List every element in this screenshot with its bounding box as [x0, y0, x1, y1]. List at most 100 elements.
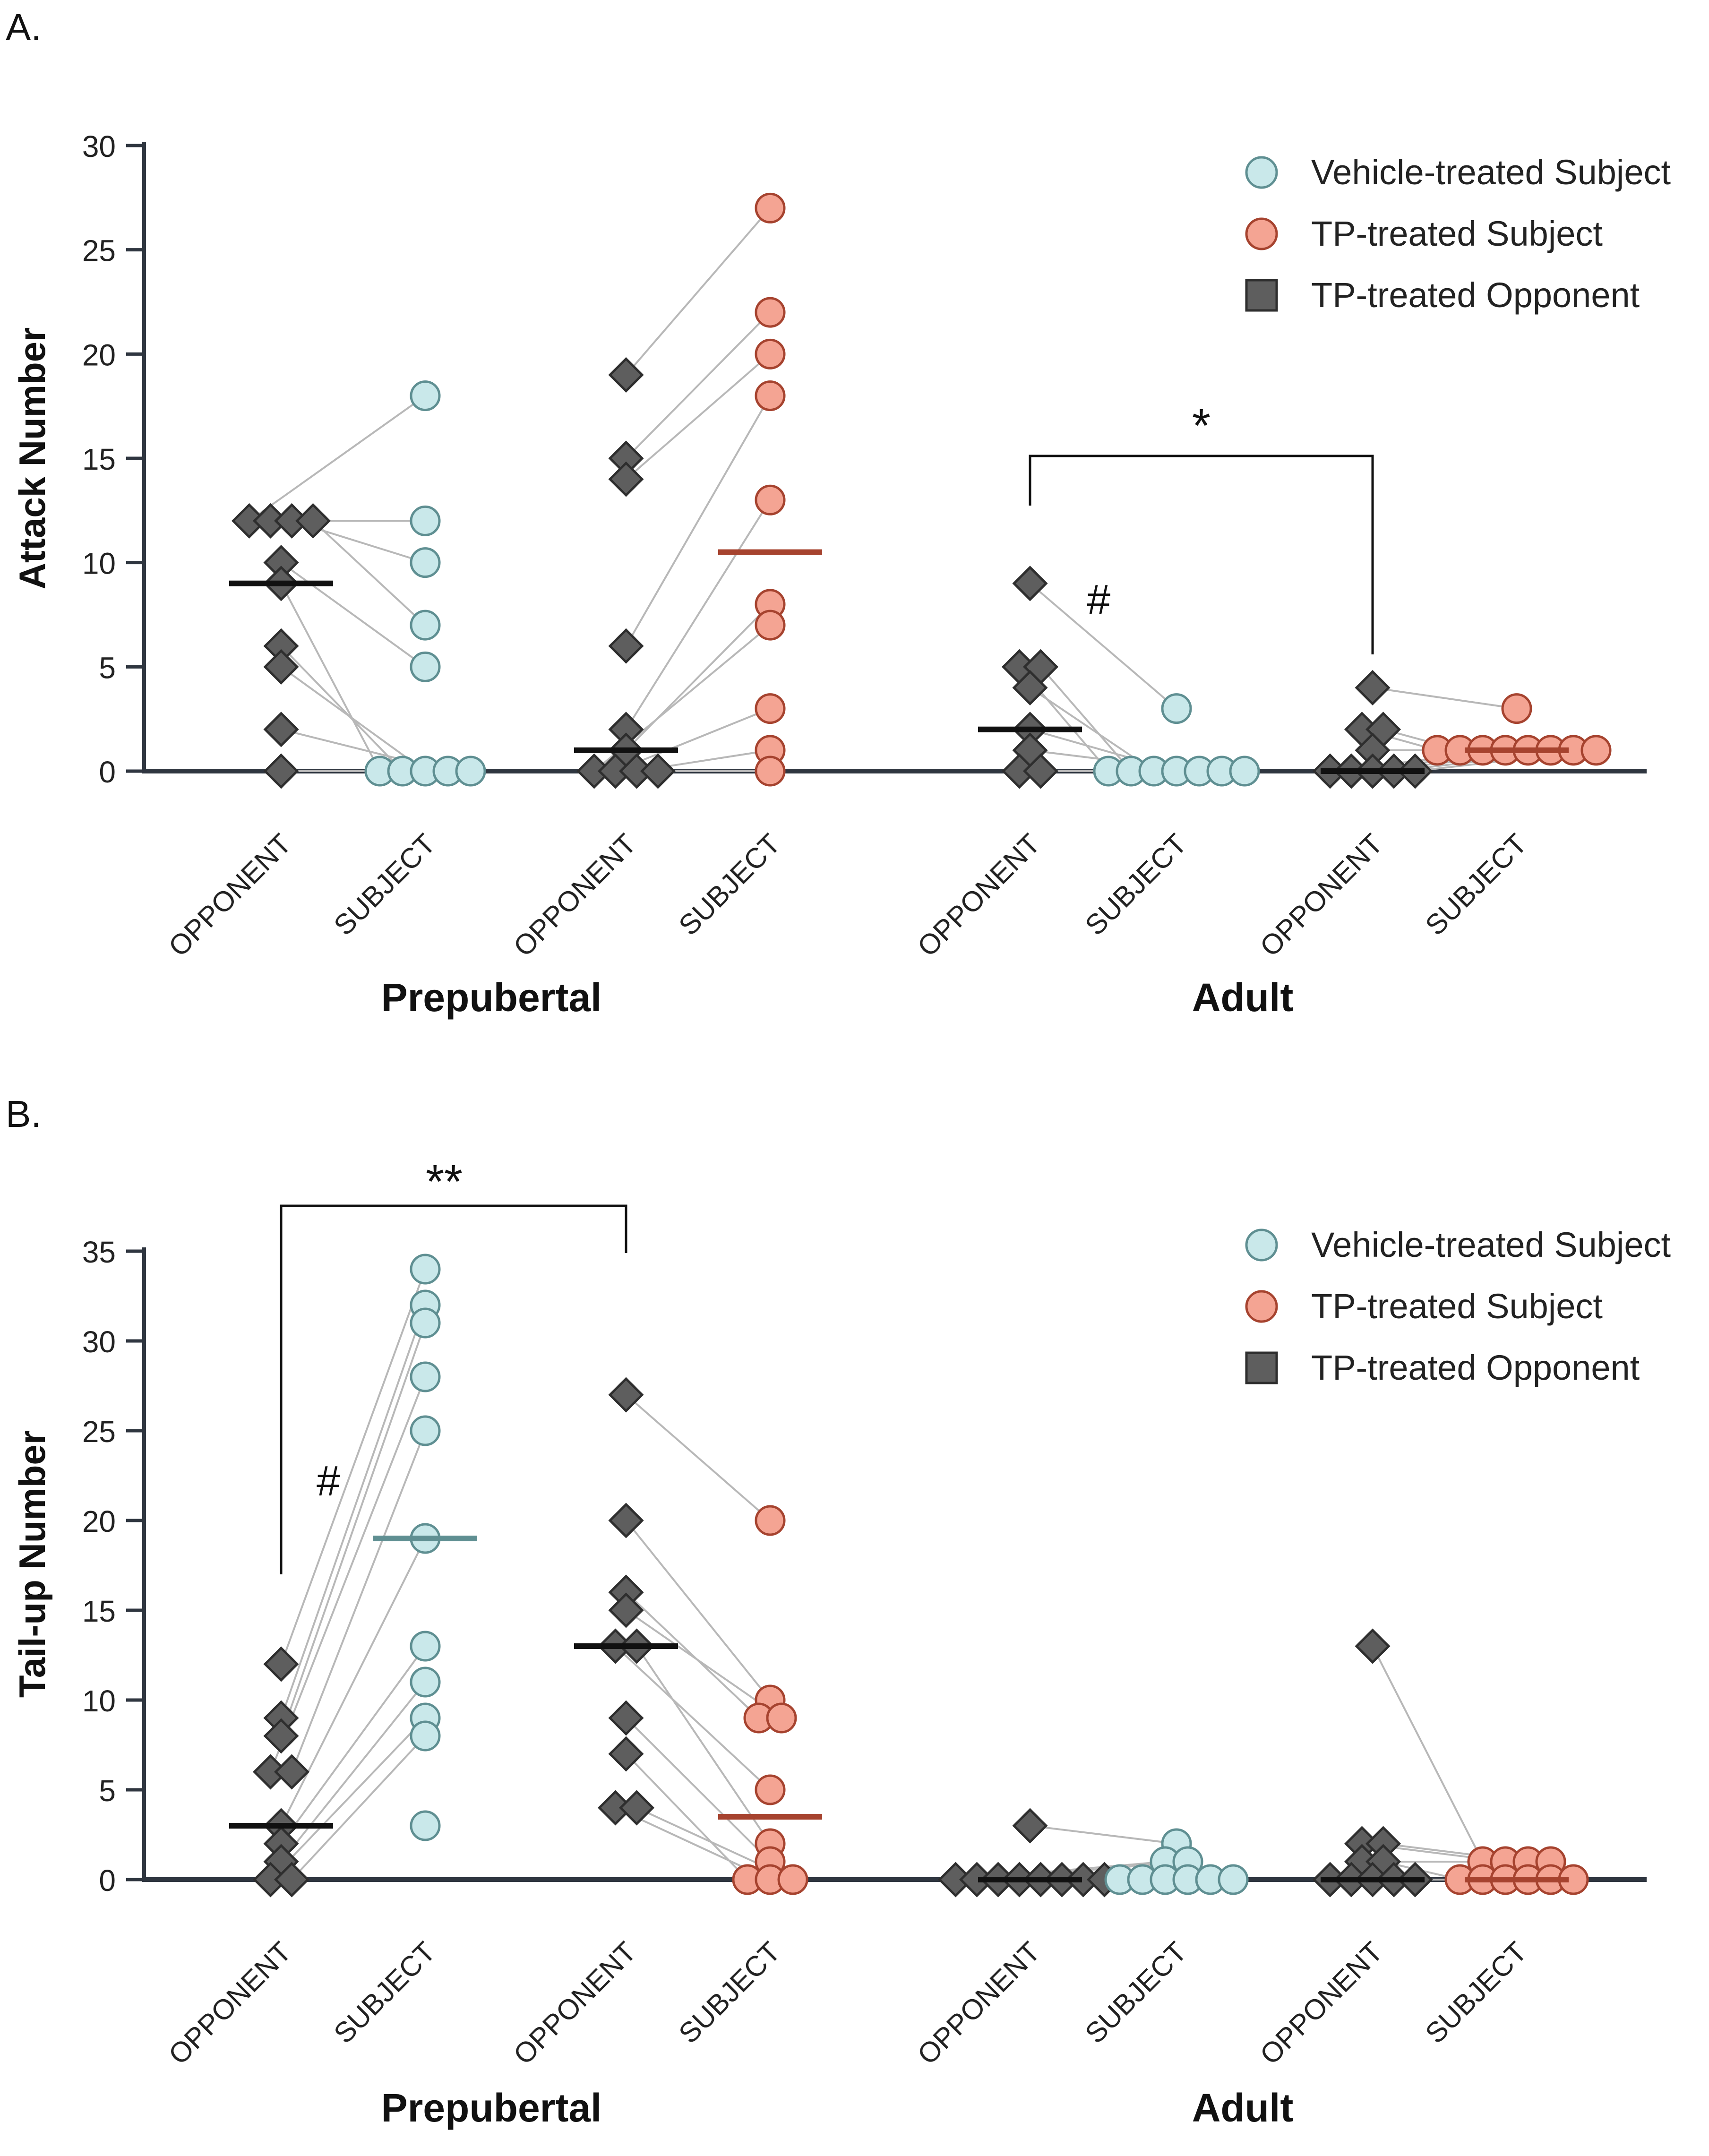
y-tick-label: 20 — [82, 1504, 116, 1538]
subject-point — [410, 1307, 441, 1339]
subject-point — [410, 1666, 441, 1698]
y-tick-label: 10 — [82, 1684, 116, 1718]
legend-label: TP-treated Subject — [1311, 1287, 1603, 1326]
subject-point — [410, 1631, 441, 1662]
pair-line — [291, 1735, 426, 1881]
pair-line — [636, 1645, 771, 1845]
subject-point — [410, 1720, 441, 1752]
opponent-point — [1012, 670, 1048, 706]
pair-line — [625, 1520, 771, 1701]
pair-line — [625, 499, 771, 730]
y-tick-label: 0 — [99, 1864, 116, 1898]
pair-line — [291, 1430, 426, 1772]
pair-line — [625, 395, 771, 647]
opponent-point — [608, 357, 644, 393]
subject-point — [410, 505, 441, 536]
pair-line — [625, 207, 771, 376]
group-label: Prepubertal — [381, 2086, 602, 2130]
y-tick-label: 25 — [82, 1415, 116, 1449]
opponent-point — [263, 753, 299, 789]
y-tick-label: 10 — [82, 547, 116, 581]
subject-point — [755, 338, 786, 369]
category-label: SUBJECT — [1079, 1936, 1193, 2050]
y-tick-label: 25 — [82, 234, 116, 268]
significance-bracket — [1029, 455, 1374, 654]
pair-line — [270, 1717, 426, 1881]
category-label: OPPONENT — [163, 828, 297, 962]
pair-line — [312, 520, 426, 626]
pair-line — [625, 603, 771, 751]
y-tick-label: 15 — [82, 1594, 116, 1628]
group-label: Adult — [1192, 2086, 1294, 2130]
opponent-point — [1012, 566, 1048, 601]
legend-label: Vehicle-treated Subject — [1311, 1225, 1671, 1264]
category-label: OPPONENT — [163, 1936, 297, 2070]
opponent-point — [608, 628, 644, 664]
pair-line — [280, 666, 426, 772]
opponent-point — [608, 1592, 644, 1628]
pair-line — [625, 353, 771, 480]
y-axis-title: Tail-up Number — [11, 1430, 53, 1698]
opponent-point — [295, 503, 331, 539]
pair-line — [269, 1376, 426, 1772]
opponent-point — [608, 1736, 644, 1772]
legend-marker-circle — [1245, 156, 1278, 189]
pair-line — [625, 311, 771, 459]
subject-point — [455, 756, 486, 787]
pair-line — [1029, 583, 1177, 710]
category-label: OPPONENT — [911, 828, 1046, 962]
group-label: Adult — [1192, 975, 1294, 1020]
pair-line — [280, 583, 381, 772]
y-tick-label: 0 — [99, 755, 116, 789]
subject-point — [755, 297, 786, 328]
hash-marker: # — [317, 1458, 340, 1505]
category-label: OPPONENT — [911, 1936, 1046, 2070]
subject-point — [755, 693, 786, 724]
y-tick-label: 30 — [82, 129, 116, 163]
pair-line — [280, 1681, 426, 1863]
subject-point — [410, 1254, 441, 1285]
opponent-point — [608, 1377, 644, 1413]
subject-point — [755, 192, 786, 223]
significance-star: * — [1192, 399, 1211, 452]
category-label: SUBJECT — [673, 1936, 787, 2050]
subject-point — [410, 1810, 441, 1841]
subject-point — [410, 380, 441, 412]
hash-marker: # — [1087, 576, 1110, 624]
opponent-point — [263, 712, 299, 747]
opponent-point — [618, 1790, 655, 1826]
panel-a-chart: A. 0 5 10 15 20 25 30 Attack Number OPPONENT SUBJE… — [6, 6, 1671, 1020]
y-tick-label: 5 — [99, 1774, 116, 1808]
category-label: SUBJECT — [1419, 828, 1533, 942]
opponent-point — [1355, 670, 1391, 706]
opponent-point — [263, 649, 299, 685]
subject-point — [755, 380, 786, 412]
pair-line — [1039, 666, 1132, 772]
y-tick-label: 5 — [99, 651, 116, 685]
opponent-point — [608, 1700, 644, 1736]
subject-point — [410, 547, 441, 578]
category-label: OPPONENT — [507, 828, 642, 962]
pair-line — [280, 1645, 426, 1845]
panel-label: A. — [6, 6, 42, 48]
panel-label: B. — [6, 1093, 42, 1135]
opponent-point — [1012, 1808, 1048, 1844]
y-tick-label: 30 — [82, 1325, 116, 1359]
legend-marker-square — [1245, 1351, 1278, 1384]
subject-point — [755, 1774, 786, 1805]
pair-line — [1372, 687, 1517, 710]
subject-point — [410, 651, 441, 682]
pair-line — [1030, 1825, 1177, 1845]
legend-label: TP-treated Opponent — [1311, 275, 1640, 315]
subject-point — [777, 1864, 808, 1895]
pair-line — [625, 1717, 771, 1863]
opponent-point — [608, 1503, 644, 1538]
pair-line — [280, 1305, 426, 1718]
subject-point — [1161, 693, 1192, 724]
opponent-point — [274, 1754, 310, 1790]
legend-marker-circle — [1245, 1228, 1278, 1262]
subject-point — [410, 1361, 441, 1392]
category-label: SUBJECT — [328, 1936, 442, 2050]
pair-line — [280, 1269, 426, 1665]
